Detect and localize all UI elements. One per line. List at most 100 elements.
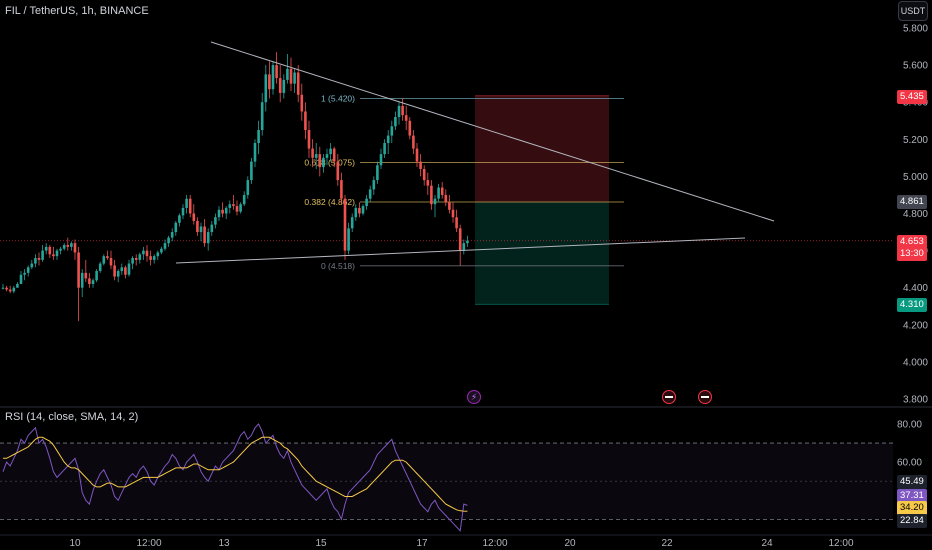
us-flag-icon[interactable] bbox=[662, 390, 676, 404]
time-tick-label: 10 bbox=[69, 538, 81, 549]
candle-body bbox=[235, 206, 239, 212]
candle-body bbox=[77, 252, 80, 288]
candle-body bbox=[217, 209, 221, 218]
candle-body bbox=[314, 154, 318, 158]
candle-body bbox=[268, 74, 271, 90]
candle-body bbox=[260, 102, 264, 131]
candle-body bbox=[120, 267, 124, 272]
candle-body bbox=[170, 232, 174, 238]
candle-body bbox=[365, 198, 368, 207]
price-tick-label: 5.200 bbox=[903, 135, 928, 146]
rsi-band-upper-badge: 45.49 bbox=[897, 475, 927, 489]
candle-body bbox=[37, 258, 41, 260]
candle-body bbox=[422, 168, 426, 181]
candle-body bbox=[134, 258, 138, 260]
time-tick-label: 13 bbox=[218, 538, 230, 549]
candle-body bbox=[62, 245, 66, 249]
candle-body bbox=[138, 254, 142, 260]
candle-body bbox=[152, 256, 156, 260]
candle-body bbox=[253, 143, 257, 162]
time-tick-label: 12:00 bbox=[136, 538, 161, 549]
candle-body bbox=[419, 161, 422, 169]
candle-body bbox=[73, 243, 77, 253]
candle-body bbox=[444, 194, 448, 203]
rsi-sma-badge: 34.20 bbox=[897, 501, 927, 515]
candle-body bbox=[433, 198, 437, 205]
candle-body bbox=[264, 74, 268, 103]
candle-body bbox=[124, 267, 127, 275]
candle-body bbox=[185, 198, 188, 208]
candle-body bbox=[343, 198, 347, 251]
rsi-sma-line bbox=[3, 436, 468, 512]
candle-body bbox=[455, 217, 458, 229]
lightning-bolt-icon[interactable]: ⚡ bbox=[467, 390, 481, 404]
candle-body bbox=[318, 154, 322, 168]
candle-body bbox=[347, 228, 350, 251]
rsi-value-badge: 37.31 bbox=[897, 489, 927, 503]
currency-button[interactable]: USDT bbox=[898, 1, 928, 21]
candle-body bbox=[1, 287, 5, 289]
candle-body bbox=[59, 248, 62, 251]
symbol-title: FIL / TetherUS, 1h, BINANCE bbox=[5, 5, 149, 17]
stop-loss-zone bbox=[475, 202, 609, 305]
candle-body bbox=[275, 65, 278, 79]
rsi-tick-label: 60.00 bbox=[897, 458, 922, 469]
fib-level-label: 0 (4.518) bbox=[321, 261, 355, 271]
time-tick-label: 17 bbox=[416, 538, 428, 549]
candle-body bbox=[8, 289, 12, 292]
candle-body bbox=[163, 243, 167, 249]
us-flag-icon[interactable] bbox=[698, 390, 712, 404]
lower-trendline bbox=[175, 237, 746, 264]
candle-body bbox=[44, 246, 48, 251]
candle-body bbox=[271, 65, 275, 90]
candle-body bbox=[41, 250, 44, 260]
candle-body bbox=[293, 72, 296, 84]
candle-body bbox=[106, 256, 109, 259]
time-tick-label: 24 bbox=[761, 538, 773, 549]
candle-body bbox=[336, 161, 340, 181]
candle-body bbox=[325, 154, 329, 158]
candle-body bbox=[48, 246, 52, 255]
rsi-band-lower-badge: 22.84 bbox=[897, 514, 927, 528]
candle-body bbox=[16, 283, 19, 288]
candle-body bbox=[404, 115, 408, 121]
candle-body bbox=[368, 189, 372, 199]
time-tick-label: 22 bbox=[661, 538, 673, 549]
price-tick-label: 5.600 bbox=[903, 61, 928, 72]
candle-body bbox=[174, 222, 178, 233]
candle-body bbox=[192, 213, 196, 221]
candle-body bbox=[361, 206, 365, 214]
price-tick-label: 4.000 bbox=[903, 357, 928, 368]
candle-body bbox=[390, 126, 394, 136]
candle-body bbox=[358, 207, 361, 214]
candle-body bbox=[250, 161, 253, 181]
candle-body bbox=[246, 180, 250, 195]
candle-body bbox=[19, 274, 23, 284]
candle-body bbox=[95, 271, 98, 281]
rsi-indicator-title[interactable]: RSI (14, close, SMA, 14, 2) bbox=[5, 411, 139, 423]
price-tick-label: 4.400 bbox=[903, 283, 928, 294]
candle-body bbox=[34, 258, 37, 264]
candle-body bbox=[458, 228, 462, 251]
candle-body bbox=[196, 220, 199, 233]
candle-body bbox=[386, 135, 390, 144]
entry-price-badge: 4.861 bbox=[897, 195, 927, 209]
candle-body bbox=[199, 226, 203, 233]
candle-body bbox=[91, 280, 95, 284]
candle-body bbox=[181, 207, 185, 216]
candle-body bbox=[167, 237, 170, 244]
stop-price-badge: 4.310 bbox=[897, 298, 927, 312]
candle-body bbox=[426, 180, 430, 186]
candle-body bbox=[98, 263, 102, 272]
candle-body bbox=[329, 148, 332, 155]
fib-level-label: 0.382 (4.862) bbox=[304, 197, 355, 207]
rsi-tick-label: 80.00 bbox=[897, 420, 922, 431]
candle-body bbox=[340, 180, 343, 199]
price-tick-label: 4.800 bbox=[903, 209, 928, 220]
candle-body bbox=[26, 267, 30, 273]
rsi-line bbox=[2, 423, 468, 532]
candle-body bbox=[451, 209, 455, 218]
candle-body bbox=[30, 263, 34, 268]
